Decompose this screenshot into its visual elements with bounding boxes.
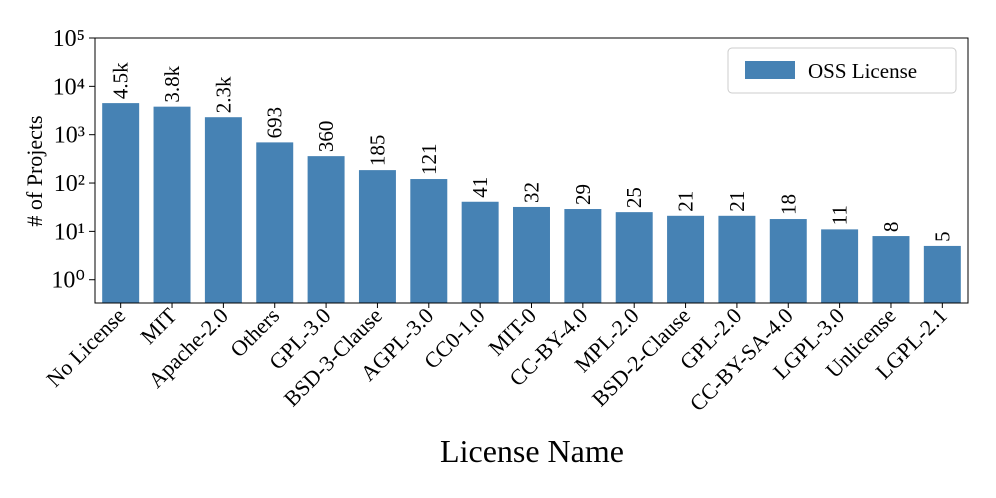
value-label: 18	[776, 194, 800, 215]
bar	[410, 179, 448, 303]
bar	[718, 215, 756, 303]
value-label: 29	[571, 184, 595, 205]
value-label: 25	[622, 187, 646, 208]
value-label: 4.5k	[109, 62, 133, 99]
value-label: 21	[725, 191, 749, 212]
value-label: 21	[674, 191, 698, 212]
legend-box	[727, 47, 957, 94]
value-label: 693	[263, 107, 287, 139]
value-label: 41	[468, 177, 492, 198]
bar	[872, 236, 910, 303]
value-label: 121	[417, 144, 441, 176]
y-tick-label: 10⁰	[51, 268, 85, 294]
value-label: 32	[520, 182, 544, 203]
legend-swatch	[745, 61, 795, 79]
x-axis-label: License Name	[440, 433, 624, 469]
y-axis-label: # of Projects	[22, 115, 47, 226]
bar	[358, 170, 396, 303]
bar	[102, 103, 140, 304]
value-label: 185	[365, 135, 389, 167]
value-label: 2.3k	[211, 76, 235, 113]
bar	[667, 215, 705, 303]
y-tick-label: 10³	[54, 123, 85, 149]
value-label: 360	[314, 121, 338, 153]
bar	[513, 206, 550, 303]
value-label: 5	[930, 231, 954, 242]
bar	[821, 229, 859, 303]
bar	[307, 156, 345, 303]
bar	[923, 245, 961, 303]
plot-frame	[94, 37, 969, 304]
y-tick-label: 10²	[54, 171, 85, 197]
x-tick-label: No License	[41, 303, 130, 392]
bar	[461, 201, 499, 303]
y-tick-label: 10⁵	[53, 26, 85, 52]
bar	[769, 219, 807, 303]
y-tick-label: 10¹	[54, 219, 85, 245]
bar	[615, 212, 653, 303]
bar	[153, 106, 191, 303]
legend-label: OSS License	[808, 59, 917, 83]
bar	[564, 209, 602, 303]
bar	[204, 117, 242, 303]
value-label: 11	[828, 205, 852, 225]
bar	[256, 142, 294, 303]
value-label: 3.8k	[160, 65, 184, 102]
value-label: 8	[879, 222, 903, 233]
y-tick-label: 10⁴	[53, 74, 85, 100]
